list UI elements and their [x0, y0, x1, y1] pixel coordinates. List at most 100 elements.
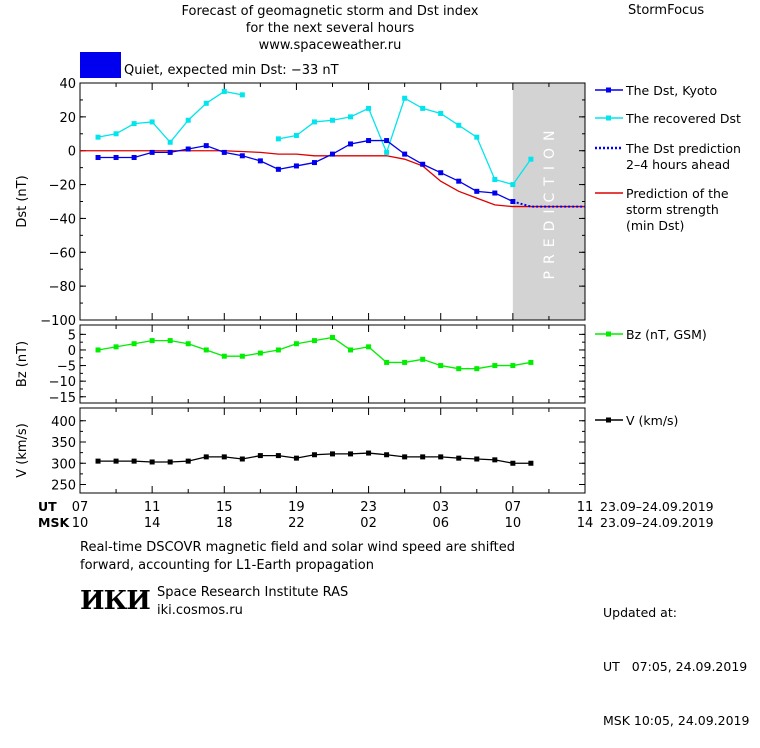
v-point [384, 452, 390, 458]
y-tick-label: 5 [68, 328, 76, 343]
bz-point [167, 338, 173, 344]
institute-site[interactable]: iki.cosmos.ru [157, 603, 243, 618]
bz-point [510, 363, 516, 369]
bz-point [384, 359, 390, 365]
updated-label: Updated at: [603, 605, 677, 620]
bz-point [420, 356, 426, 362]
dst-kyoto-point [311, 160, 317, 166]
strength-line [80, 150, 585, 208]
recovered-dst-point [113, 131, 119, 137]
x-tick-label-msk: 10 [505, 516, 522, 531]
x-tick-label-ut: 11 [577, 500, 594, 515]
v-point [348, 451, 354, 457]
v-point [510, 460, 516, 466]
x-tick-label-msk: 06 [432, 516, 449, 531]
x-tick-label-ut: 07 [505, 500, 522, 515]
title-line-2: for the next several hours [245, 21, 415, 36]
recovered-dst-point [528, 156, 534, 162]
legend-prediction-label: 2–4 hours ahead [626, 157, 730, 172]
dst-kyoto-point [131, 154, 137, 160]
dst-kyoto-point [293, 163, 299, 169]
msk-axis-label: MSK [38, 515, 70, 530]
prediction-band [512, 83, 585, 320]
recovered-dst-point [95, 134, 101, 140]
v-point [528, 460, 534, 466]
v-point [131, 458, 137, 464]
bz-point [330, 334, 335, 340]
y-tick-label: 400 [51, 415, 76, 430]
bz-point [203, 347, 209, 353]
brand-name: StormFocus [628, 3, 705, 18]
bz-point [113, 344, 119, 350]
chart-canvas: PREDICTION 40200−20−40−60−80−10050−5−10−… [15, 77, 741, 531]
x-tick-label-msk: 10 [72, 516, 89, 531]
recovered-dst-point [420, 105, 426, 111]
dst-kyoto-point [348, 141, 354, 147]
y-tick-label: −5 [57, 360, 76, 375]
y-tick-label: −60 [49, 246, 76, 261]
x-tick-label-msk: 02 [360, 516, 377, 531]
updated-ut: UT 07:05, 24.09.2019 [603, 659, 748, 674]
recovered-dst-point [456, 122, 462, 128]
recovered-dst-point [402, 95, 408, 101]
y-tick-label: 20 [59, 111, 76, 126]
v-point [366, 450, 372, 456]
bz-point [221, 353, 227, 359]
y-axis-label-2: Bz (nT) [15, 341, 30, 387]
dst-kyoto-point [275, 166, 281, 172]
status-text: Quiet, expected min Dst: −33 nT [124, 63, 339, 78]
y-axis-label-3: V (km/s) [15, 423, 30, 478]
y-tick-label: −80 [49, 280, 76, 295]
updated-msk: MSK 10:05, 24.09.2019 [603, 713, 750, 728]
x-tick-label-ut: 03 [432, 500, 449, 515]
recovered-dst-point [366, 105, 372, 111]
y-tick-label: 0 [68, 344, 76, 359]
recovered-dst-point [185, 117, 191, 123]
dst-kyoto-point [330, 151, 335, 157]
v-point [185, 458, 191, 464]
recovered-dst-point [167, 139, 173, 145]
bz-point [438, 363, 444, 369]
legend-bz-marker [606, 331, 611, 337]
dst-kyoto-point [384, 138, 390, 144]
msk-date-range: 23.09–24.09.2019 [600, 515, 714, 530]
bz-point [293, 341, 299, 347]
x-tick-label-ut: 15 [216, 500, 233, 515]
v-point [95, 458, 101, 464]
legend-v-marker [606, 417, 611, 423]
y-axis-label-1: Dst (nT) [15, 175, 30, 227]
v-point [420, 454, 426, 460]
recovered-dst-point [149, 119, 155, 125]
footnote-line-1: Real-time DSCOVR magnetic field and sola… [80, 540, 516, 555]
dst-prediction-line [512, 200, 585, 208]
bz-point [402, 359, 408, 365]
dst-kyoto-point [366, 138, 372, 144]
recovered-dst-point [275, 136, 281, 142]
y-tick-label: 40 [59, 77, 76, 92]
y-tick-label: −15 [49, 391, 76, 406]
legend-recovered-marker [606, 115, 611, 121]
bz-point [275, 347, 281, 353]
v-point [113, 458, 119, 464]
x-tick-label-ut: 19 [288, 500, 305, 515]
source-url[interactable]: www.spaceweather.ru [258, 38, 402, 53]
recovered-dst-point [474, 134, 480, 140]
recovered-dst-point [221, 88, 227, 94]
bz-point [185, 341, 191, 347]
bz-point [149, 338, 155, 344]
y-tick-label: −100 [40, 314, 76, 329]
v-point [167, 459, 173, 465]
dst-kyoto-point [149, 149, 155, 155]
x-tick-label-ut: 23 [360, 500, 377, 515]
dst-kyoto-point [420, 161, 426, 167]
recovered-dst-point [492, 176, 498, 182]
bz-point [239, 353, 245, 359]
legend-strength-label: (min Dst) [626, 218, 684, 233]
legend-recovered-label: The recovered Dst [625, 111, 741, 126]
bz-point [131, 341, 137, 347]
v-point [492, 457, 498, 463]
dst-kyoto-point [474, 188, 480, 194]
dst-kyoto-point [95, 154, 101, 160]
legend-v-label: V (km/s) [626, 413, 678, 428]
v-point [474, 456, 480, 462]
